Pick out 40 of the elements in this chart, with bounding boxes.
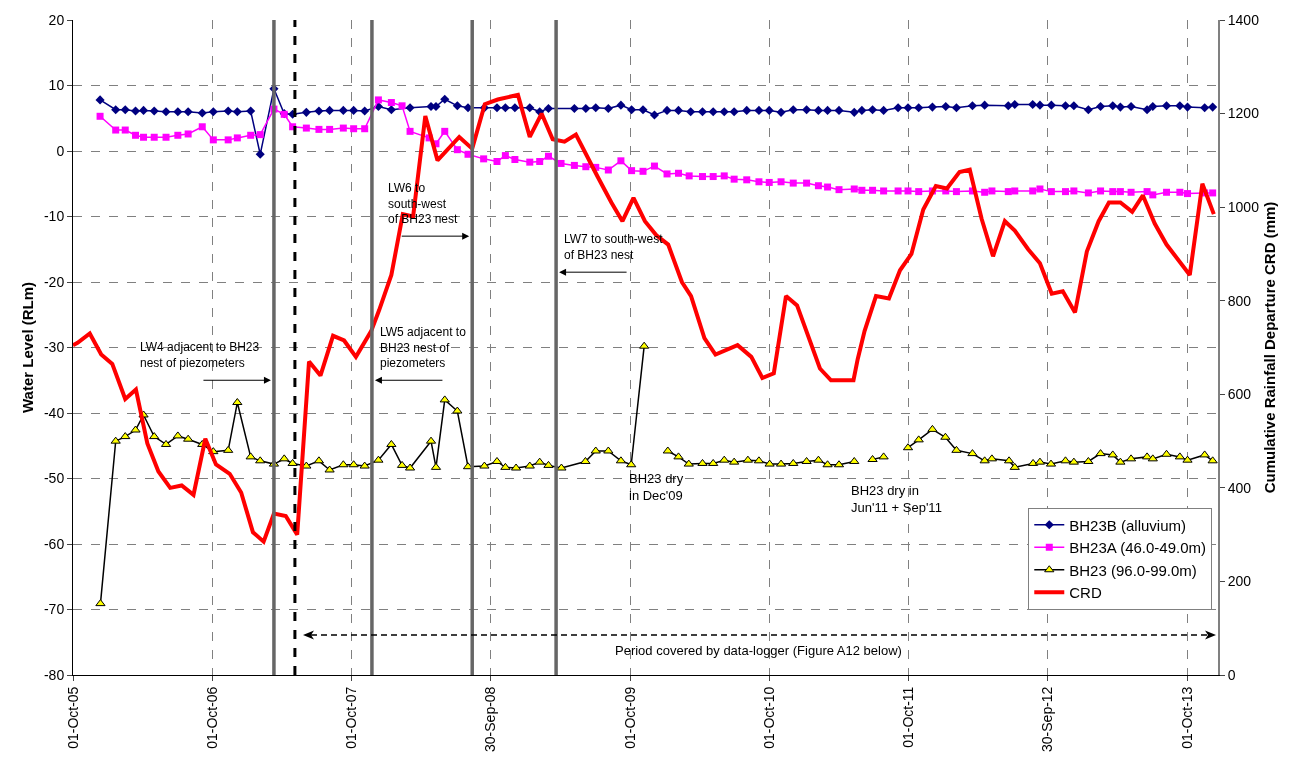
y-tick-label: -50 [43,470,65,487]
y-tick-label: -80 [43,666,65,683]
y2-tick-label: 0 [1227,666,1236,683]
x-tick-label: 01-Oct-06 [203,686,220,749]
y-tick-label: -20 [43,273,65,290]
x-tick-label: 01-Oct-13 [1178,686,1195,749]
y2-tick-label: 200 [1227,573,1252,590]
y2-axis-title: Cumulative Rainfall Departure CRD (mm) [1261,201,1279,494]
y2-tick-label: 1000 [1227,199,1260,216]
annotation: Period covered by data-logger (Figure A12 below) [615,643,902,658]
x-tick-label: 01-Oct-11 [899,686,916,748]
y-tick-label: -10 [43,208,65,225]
x-tick-label: 01-Oct-07 [342,686,359,749]
y-tick-label: 10 [48,77,65,94]
annotation: LW5 adjacent to BH23 nest of piezometers [380,325,467,371]
y-tick-label: -70 [43,601,65,618]
legend-label: BH23A (46.0-49.0m) [1069,539,1207,557]
y2-tick-label: 600 [1227,386,1252,403]
x-tick-label: 01-Oct-09 [621,686,638,749]
y-tick-label: -60 [43,535,65,552]
y2-tick-label: 1200 [1227,105,1260,122]
legend-label: BH23B (alluvium) [1069,516,1186,534]
legend-label: CRD [1069,584,1102,602]
y2-tick-label: 800 [1227,292,1252,309]
x-tick-label: 30-Sep-08 [482,686,499,752]
x-tick-label: 01-Oct-10 [760,686,777,749]
legend-label: BH23 (96.0-99.0m) [1069,561,1197,579]
y2-tick-label: 1400 [1227,11,1260,28]
y-tick-label: 0 [56,142,65,159]
annotation: BH23 dry in Jun'11 + Sep'11 [851,483,942,515]
annotation: BH23 dry in Dec'09 [629,471,684,503]
y-tick-label: 20 [48,11,65,28]
y-tick-label: -40 [43,404,65,421]
y-axis-title: Water Level (RLm) [19,281,36,414]
x-tick-label: 30-Sep-12 [1039,686,1056,752]
y-tick-label: -30 [43,339,65,356]
y2-tick-label: 400 [1227,479,1252,496]
annotation: LW4 adjacent to BH23 nest of piezometers [140,340,260,370]
line-series [73,92,1216,544]
x-tick-label: 01-Oct-05 [64,686,81,749]
